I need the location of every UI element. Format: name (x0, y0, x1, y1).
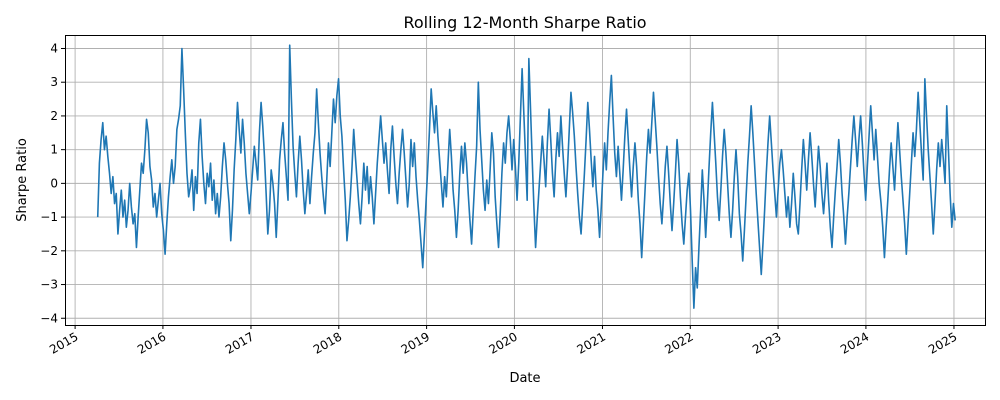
sharpe-ratio-series-line (96, 44, 956, 309)
y-tick-label: −4 (40, 311, 58, 325)
y-tick-label: 3 (50, 75, 58, 89)
chart-title: Rolling 12-Month Sharpe Ratio (403, 13, 646, 32)
x-axis-label: Date (509, 371, 540, 386)
y-tick-label: −3 (40, 278, 58, 292)
y-tick-label: 1 (50, 143, 58, 157)
y-tick-labels: −4 −3 −2 −1 0 1 2 3 4 (40, 41, 58, 325)
y-tick-label: −2 (40, 244, 58, 258)
y-tick-label: 2 (50, 109, 58, 123)
y-tick-label: 4 (50, 41, 58, 55)
y-tick-label: −1 (40, 210, 58, 224)
series-layer (96, 44, 956, 309)
y-axis-label: Sharpe Ratio (15, 138, 30, 222)
tick-marks (61, 47, 955, 329)
y-tick-label: 0 (50, 176, 58, 190)
grid-lines (65, 35, 985, 325)
plot-frame (65, 35, 986, 326)
